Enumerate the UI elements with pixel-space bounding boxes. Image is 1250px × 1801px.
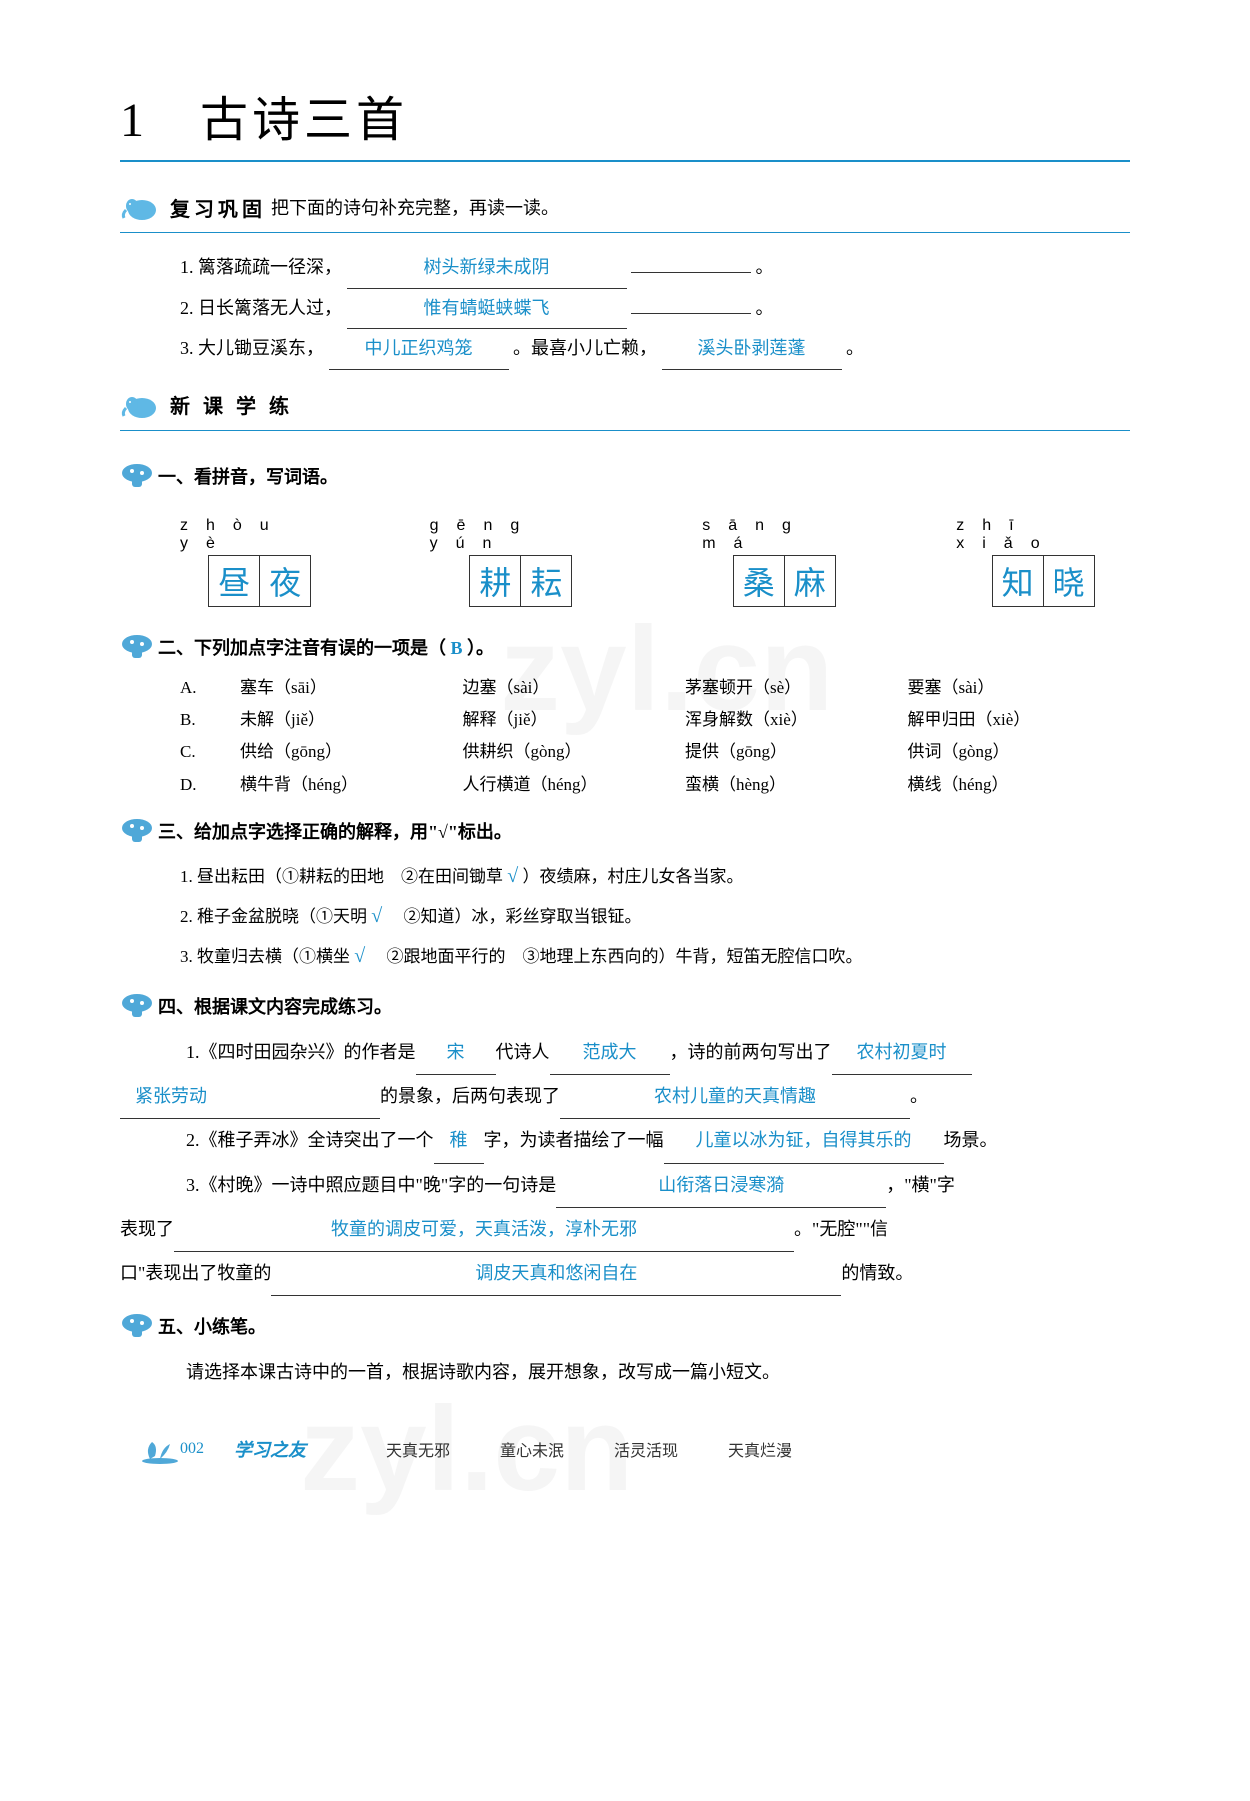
review-section-header: 复习巩固 把下面的诗句补充完整，再读一读。	[120, 192, 1130, 222]
char-box: 桑	[733, 555, 785, 607]
q4-label: 四、根据课文内容完成练习。	[158, 993, 392, 1019]
char-box: 耘	[520, 555, 572, 607]
answer-blank: 中儿正织鸡笼	[329, 329, 509, 370]
char-box: 知	[992, 555, 1044, 607]
pinyin-row: zhòu yè 昼 夜 gēng yún 耕 耘 sāng má 桑 麻 zhī…	[120, 511, 1130, 607]
mushroom-icon	[120, 461, 155, 491]
q4-item-2: 2.《稚子弄冰》全诗突出了一个稚字，为读者描绘了一幅儿童以冰为钲，自得其乐的场景…	[120, 1119, 1130, 1163]
answer-blank: 溪头卧剥莲蓬	[662, 329, 842, 370]
page-number-wrap: 002	[140, 1434, 204, 1464]
mushroom-icon	[120, 991, 155, 1021]
char-box: 夜	[259, 555, 311, 607]
q5-label: 五、小练笔。	[158, 1313, 266, 1339]
option-row: C. 供给（gōng） 供耕织（gòng） 提供（gōng） 供词（gòng）	[180, 736, 1130, 768]
q4-header: 四、根据课文内容完成练习。	[120, 991, 392, 1021]
review-subtitle: 把下面的诗句补充完整，再读一读。	[271, 194, 559, 220]
char-box: 麻	[784, 555, 836, 607]
footer-logo: 学习之友	[234, 1436, 306, 1462]
pinyin-group: zhī xiǎo 知 晓	[956, 511, 1130, 607]
q2-label: 二、下列加点字注音有误的一项是（ B ）。	[158, 634, 494, 660]
q4-item-3-cont1: 表现了牧童的调皮可爱，天真活泼，淳朴无邪。"无腔""信	[120, 1208, 1130, 1252]
pinyin-group: zhòu yè 昼 夜	[180, 511, 340, 607]
option-row: B. 未解（jiě） 解释（jiě） 浑身解数（xiè） 解甲归田（xiè）	[180, 704, 1130, 736]
page-footer: 002 学习之友 天真无邪 童心未泯 活灵活现 天真烂漫	[120, 1434, 1130, 1464]
review-item-3: 3. 大儿锄豆溪东， 中儿正织鸡笼 。最喜小儿亡赖， 溪头卧剥莲蓬 。	[120, 329, 1130, 370]
q5-text: 请选择本课古诗中的一首，根据诗歌内容，展开想象，改写成一篇小短文。	[120, 1351, 1130, 1394]
answer-blank: 惟有蜻蜓蛱蝶飞	[347, 289, 627, 330]
pinyin-group: sāng má 桑 麻	[702, 511, 866, 607]
q3-label: 三、给加点字选择正确的解释，用"√"标出。	[158, 818, 512, 844]
char-box: 昼	[208, 555, 260, 607]
mushroom-icon	[120, 816, 155, 846]
title-divider	[120, 160, 1130, 162]
q3-item-3: 3. 牧童归去横（①横坐 √ ②跟地面平行的 ③地理上东西向的）牛背，短笛无腔信…	[120, 936, 1130, 976]
q3-item-2: 2. 稚子金盆脱晓（①天明 √ ②知道）冰，彩丝穿取当银钲。	[120, 896, 1130, 936]
check-icon: √	[371, 905, 382, 927]
q4-item-1: 1.《四时田园杂兴》的作者是宋代诗人范成大，诗的前两句写出了农村初夏时	[120, 1031, 1130, 1075]
option-row: D. 横牛背（héng） 人行横道（héng） 蛮横（hèng） 横线（héng…	[180, 769, 1130, 801]
q4-item-3-cont2: 口"表现出了牧童的调皮天真和悠闲自在的情致。	[120, 1252, 1130, 1296]
q2-header: 二、下列加点字注音有误的一项是（ B ）。	[120, 632, 494, 662]
q1-header: 一、看拼音，写词语。	[120, 461, 338, 491]
page-number: 002	[180, 1440, 204, 1458]
elephant-icon	[120, 390, 160, 420]
char-box: 耕	[469, 555, 521, 607]
new-lesson-divider	[120, 430, 1130, 431]
q2-options: A. 塞车（sāi） 边塞（sài） 茅塞顿开（sè） 要塞（sài） B. 未…	[120, 672, 1130, 801]
review-title: 复习巩固	[170, 193, 266, 222]
sprout-icon	[140, 1434, 180, 1464]
mushroom-icon	[120, 1311, 155, 1341]
review-item-1: 1. 篱落疏疏一径深， 树头新绿未成阴 。	[120, 248, 1130, 289]
q4-item-3: 3.《村晚》一诗中照应题目中"晚"字的一句诗是山衔落日浸寒漪，"横"字	[120, 1164, 1130, 1208]
check-icon: √	[507, 865, 518, 887]
check-icon: √	[354, 945, 365, 967]
q5-header: 五、小练笔。	[120, 1311, 266, 1341]
page-title: 1 古诗三首	[120, 80, 1130, 150]
elephant-icon	[120, 192, 160, 222]
option-row: A. 塞车（sāi） 边塞（sài） 茅塞顿开（sè） 要塞（sài）	[180, 672, 1130, 704]
review-divider	[120, 232, 1130, 233]
footer-idioms: 天真无邪 童心未泯 活灵活现 天真烂漫	[386, 1437, 792, 1461]
answer-blank: 树头新绿未成阴	[347, 248, 627, 289]
pinyin-group: gēng yún 耕 耘	[430, 511, 613, 607]
char-box: 晓	[1043, 555, 1095, 607]
q3-header: 三、给加点字选择正确的解释，用"√"标出。	[120, 816, 512, 846]
q3-item-1: 1. 昼出耘田（①耕耘的田地 ②在田间锄草 √ ）夜绩麻，村庄儿女各当家。	[120, 856, 1130, 896]
mushroom-icon	[120, 632, 155, 662]
page-container: zyl.cn zyl.cn 1 古诗三首 复习巩固 把下面的诗句补充完整，再读一…	[120, 80, 1130, 1464]
new-lesson-title: 新 课 学 练	[170, 390, 293, 419]
review-item-2: 2. 日长篱落无人过， 惟有蜻蜓蛱蝶飞 。	[120, 289, 1130, 330]
q4-item-1-cont: 紧张劳动的景象，后两句表现了农村儿童的天真情趣。	[120, 1075, 1130, 1119]
new-lesson-header: 新 课 学 练	[120, 390, 1130, 420]
q1-label: 一、看拼音，写词语。	[158, 463, 338, 489]
